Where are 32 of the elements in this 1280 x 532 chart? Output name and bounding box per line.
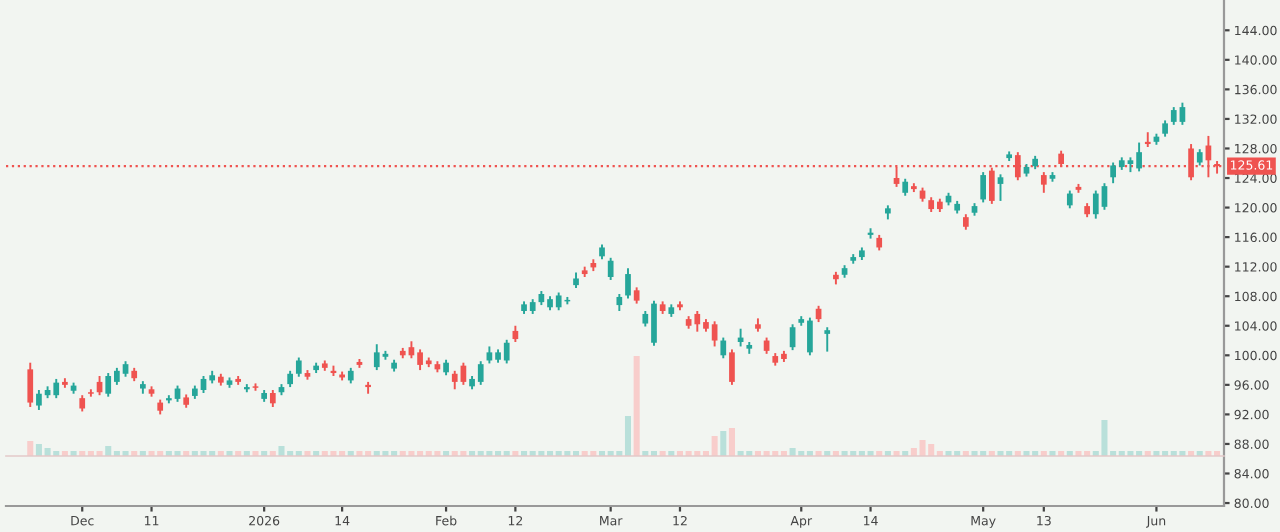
candlestick <box>36 389 42 411</box>
bar <box>27 441 34 456</box>
candlestick <box>729 348 735 386</box>
candlestick <box>373 343 380 372</box>
candlestick <box>625 267 631 300</box>
candlestick <box>53 377 60 400</box>
candlestick <box>694 310 701 333</box>
bar <box>720 431 727 456</box>
bar <box>633 356 640 456</box>
candlestick <box>997 173 1004 202</box>
candlestick <box>105 372 112 398</box>
candlestick <box>1040 171 1047 194</box>
candlestick <box>27 361 34 408</box>
bar <box>919 440 926 456</box>
bar <box>728 428 735 456</box>
candlestick <box>824 326 831 353</box>
candlestick <box>720 336 727 360</box>
candlestick <box>980 171 987 204</box>
candlestick <box>711 320 718 348</box>
candlestick <box>477 360 484 386</box>
bar <box>278 446 285 456</box>
candlestick <box>1092 189 1099 220</box>
bar <box>711 436 718 456</box>
candlestick <box>607 256 614 281</box>
candlestick <box>1144 131 1151 148</box>
bar <box>624 416 632 456</box>
candlestick <box>1136 141 1142 173</box>
candlestick <box>451 369 458 391</box>
bar <box>1101 420 1108 456</box>
candlestick <box>503 338 510 365</box>
candlestick <box>295 356 302 378</box>
bar <box>928 444 935 456</box>
